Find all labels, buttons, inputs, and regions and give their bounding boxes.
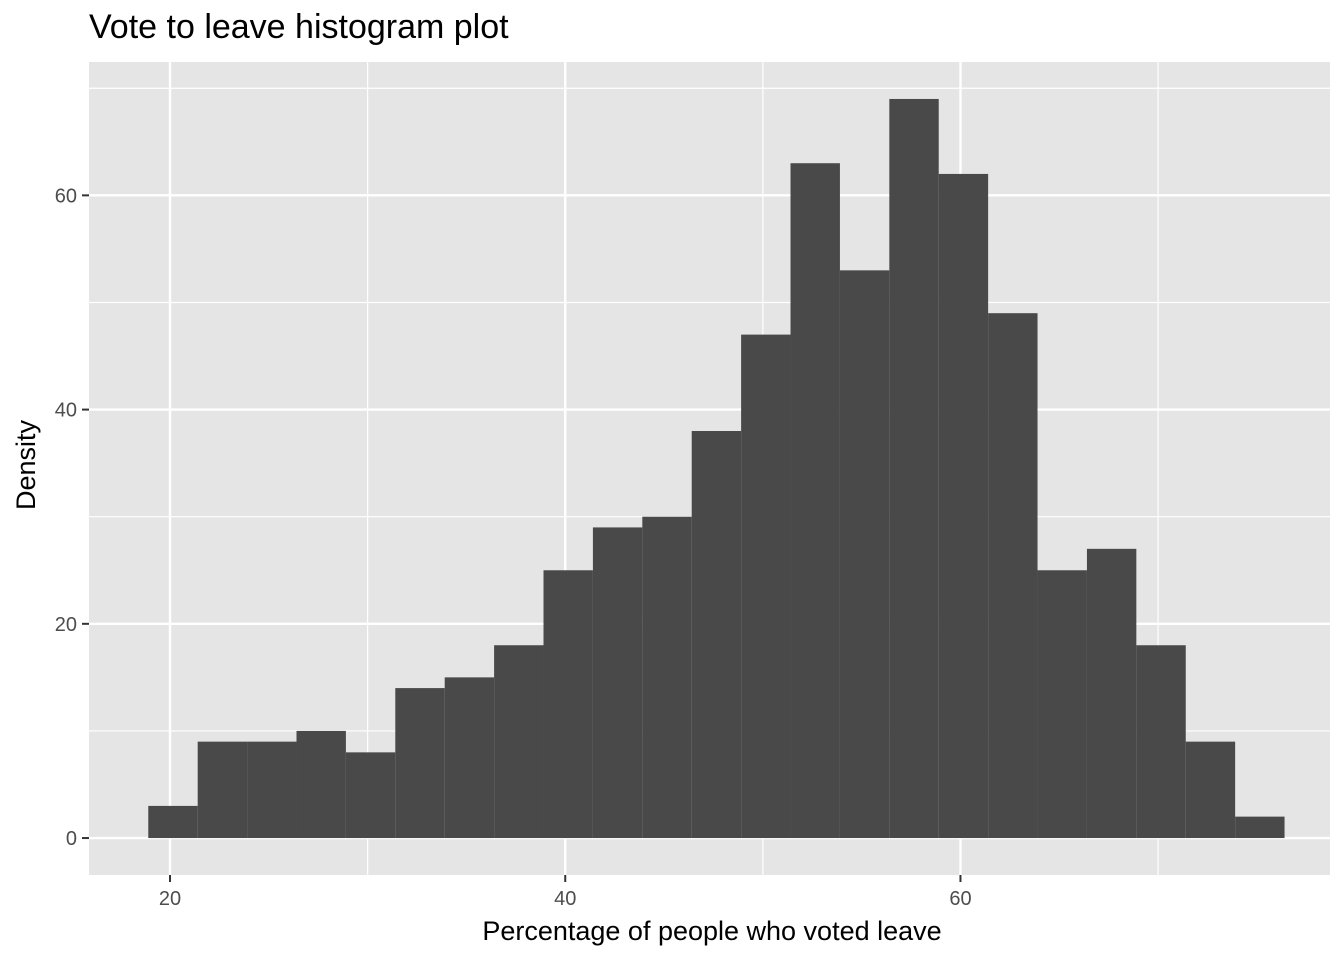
x-axis: 20 40 60 <box>159 875 972 910</box>
y-tick-label: 60 <box>55 185 77 207</box>
histogram-bar <box>345 752 396 839</box>
histogram-bar <box>988 313 1038 839</box>
histogram-bar <box>197 741 248 839</box>
histogram-bar <box>247 741 297 839</box>
histogram-bar <box>642 516 692 839</box>
histogram-bar <box>1086 548 1137 839</box>
histogram-bar <box>296 730 346 839</box>
histogram-bar <box>543 570 593 839</box>
y-tick-label: 0 <box>66 828 77 850</box>
histogram-bar <box>889 98 939 839</box>
histogram-bar <box>1037 570 1087 839</box>
histogram-bar <box>790 163 840 839</box>
histogram-bar <box>1185 741 1236 839</box>
y-tick-label: 20 <box>55 614 77 636</box>
histogram-bar <box>592 527 643 839</box>
histogram-bar <box>494 645 544 839</box>
histogram-bar <box>395 688 445 839</box>
histogram-bar <box>839 270 890 839</box>
histogram-bar <box>444 677 495 839</box>
y-tick-label: 40 <box>55 400 77 422</box>
histogram-bar <box>938 173 989 839</box>
x-tick-label: 20 <box>159 888 181 910</box>
y-axis-title: Density <box>11 419 41 510</box>
y-axis: 0 20 40 60 <box>55 185 89 850</box>
histogram-bar <box>1136 645 1186 839</box>
histogram-bar <box>1235 816 1285 839</box>
x-tick-label: 60 <box>949 888 971 910</box>
histogram-bar <box>741 334 791 839</box>
histogram-bars <box>148 98 1285 839</box>
x-tick-label: 40 <box>554 888 576 910</box>
histogram-bar <box>148 805 198 839</box>
chart-title: Vote to leave histogram plot <box>89 8 509 46</box>
histogram-bar <box>691 431 742 839</box>
x-axis-title: Percentage of people who voted leave <box>482 916 941 946</box>
